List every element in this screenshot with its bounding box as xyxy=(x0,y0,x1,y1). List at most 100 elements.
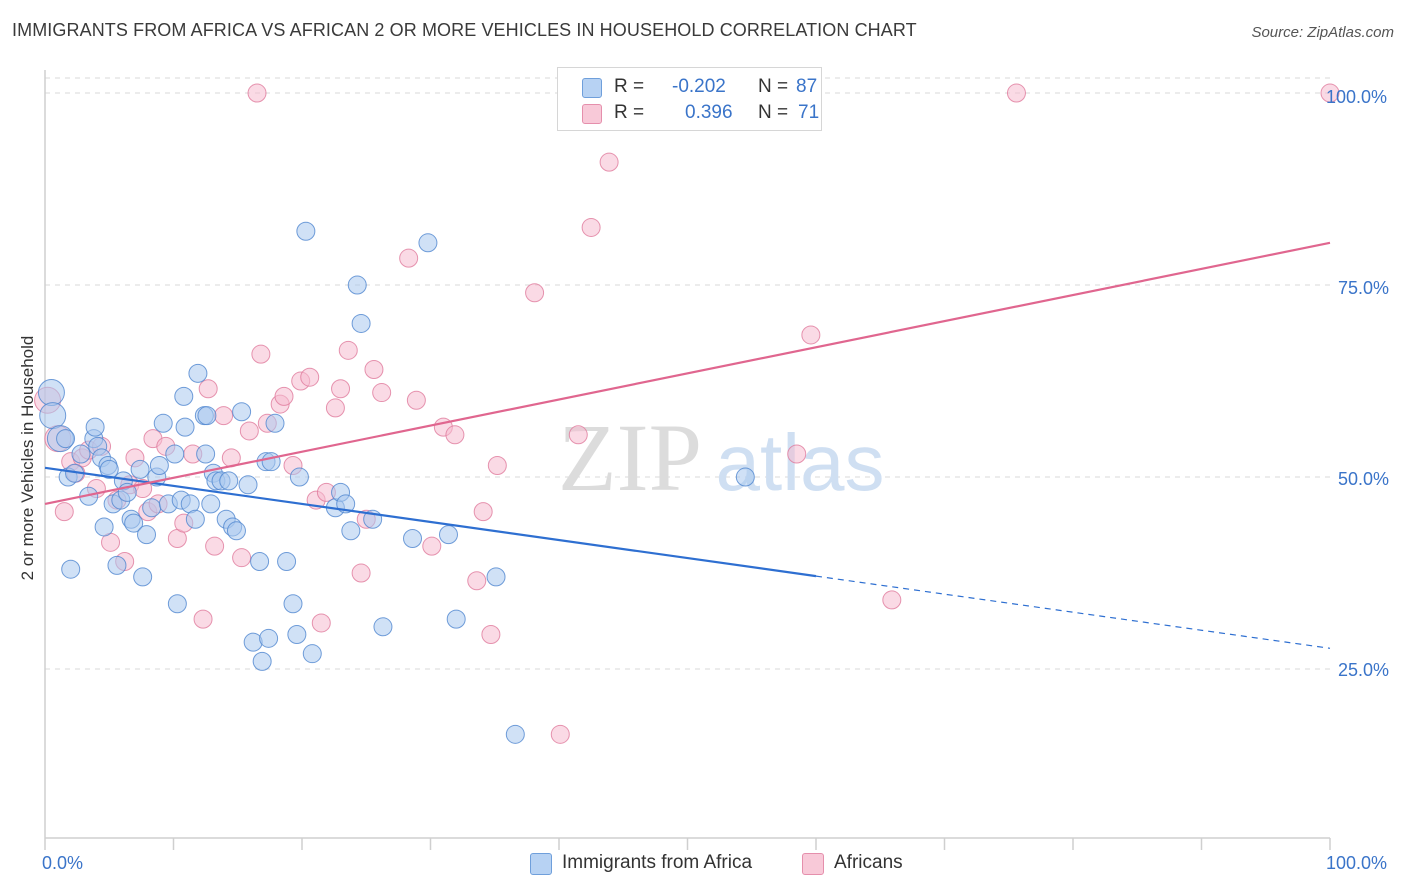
data-point xyxy=(61,559,81,579)
data-point xyxy=(251,344,271,364)
data-point xyxy=(165,444,185,464)
data-point xyxy=(787,444,807,464)
data-point xyxy=(364,360,384,380)
data-point xyxy=(406,390,426,410)
data-point xyxy=(174,386,194,406)
y-tick-25: 25.0% xyxy=(1338,660,1390,680)
legend-n-value: 87 xyxy=(796,76,818,97)
data-point xyxy=(599,152,619,172)
data-point xyxy=(351,313,371,333)
legend-n-value: 71 xyxy=(798,102,820,123)
bottom-swatch-blue xyxy=(530,853,552,875)
data-point xyxy=(296,221,316,241)
data-point xyxy=(247,83,267,103)
data-point xyxy=(196,444,216,464)
x-tick-max: 100.0% xyxy=(1326,853,1388,873)
data-point xyxy=(265,413,285,433)
data-point xyxy=(133,567,153,587)
data-point xyxy=(372,383,392,403)
legend-r-value: 0.396 xyxy=(685,102,733,123)
data-point xyxy=(214,406,234,426)
bottom-swatch-pink xyxy=(802,853,824,875)
correlation-legend: R = -0.202 N = 87 R = 0.396 N = 71 xyxy=(557,67,822,131)
data-point xyxy=(124,513,144,533)
data-point xyxy=(261,452,281,472)
data-point xyxy=(351,563,371,583)
data-point xyxy=(325,398,345,418)
data-point xyxy=(205,536,225,556)
trend-line-immigrants xyxy=(44,466,817,578)
data-point xyxy=(142,498,162,518)
data-point xyxy=(197,406,217,426)
data-point xyxy=(71,444,91,464)
data-point xyxy=(198,379,218,399)
data-point xyxy=(37,379,65,407)
data-point xyxy=(287,624,307,644)
data-point xyxy=(274,386,294,406)
data-point xyxy=(568,425,588,445)
data-point xyxy=(487,456,507,476)
data-point xyxy=(167,594,187,614)
data-point xyxy=(1006,83,1026,103)
legend-r-label: R = xyxy=(614,102,645,123)
data-point xyxy=(446,609,466,629)
data-point xyxy=(232,548,252,568)
data-point xyxy=(438,525,458,545)
data-point xyxy=(311,613,331,633)
data-point xyxy=(550,724,570,744)
data-point xyxy=(193,609,213,629)
data-point xyxy=(107,555,127,575)
data-point xyxy=(39,402,67,430)
data-point xyxy=(283,594,303,614)
data-point xyxy=(137,525,157,545)
source-label: Source: ZipAtlas.com xyxy=(1251,24,1394,41)
data-point xyxy=(418,233,438,253)
data-point xyxy=(56,429,76,449)
data-point xyxy=(525,283,545,303)
data-point xyxy=(481,624,501,644)
data-point xyxy=(422,536,442,556)
data-point xyxy=(130,459,150,479)
data-point xyxy=(277,552,297,572)
data-point xyxy=(238,475,258,495)
legend-swatch-blue xyxy=(582,78,602,98)
y-axis-label: 2 or more Vehicles in Household xyxy=(18,335,37,581)
data-point xyxy=(188,363,208,383)
data-point xyxy=(445,425,465,445)
data-point xyxy=(85,417,105,437)
data-point xyxy=(882,590,902,610)
y-tick-75: 75.0% xyxy=(1338,278,1390,298)
legend-n-label: N = xyxy=(758,102,789,123)
data-point xyxy=(252,651,272,671)
data-point xyxy=(473,502,493,522)
trend-lines xyxy=(44,241,1331,649)
data-point xyxy=(581,217,601,237)
data-point xyxy=(486,567,506,587)
data-point xyxy=(289,467,309,487)
data-point xyxy=(347,275,367,295)
data-point xyxy=(1320,83,1340,103)
axes-layer xyxy=(44,70,1331,850)
y-tick-50: 50.0% xyxy=(1338,469,1390,489)
data-point xyxy=(331,379,351,399)
data-point xyxy=(185,509,205,529)
trend-line-africans xyxy=(44,241,1331,505)
data-point xyxy=(467,571,487,591)
x-tick-min: 0.0% xyxy=(42,853,84,873)
data-point xyxy=(801,325,821,345)
data-point xyxy=(373,617,393,637)
data-point xyxy=(153,413,173,433)
data-point xyxy=(505,724,525,744)
data-point xyxy=(403,528,423,548)
watermark-zip: ZIP xyxy=(558,404,702,511)
data-point xyxy=(94,517,114,537)
data-point xyxy=(302,644,322,664)
chart-title: IMMIGRANTS FROM AFRICA VS AFRICAN 2 OR M… xyxy=(12,20,917,40)
data-point xyxy=(232,402,252,422)
y-tick-100: 100.0% xyxy=(1326,87,1388,107)
data-point xyxy=(99,459,119,479)
bottom-legend-label: Africans xyxy=(834,852,903,873)
legend-n-label: N = xyxy=(758,76,789,97)
data-point xyxy=(259,628,279,648)
